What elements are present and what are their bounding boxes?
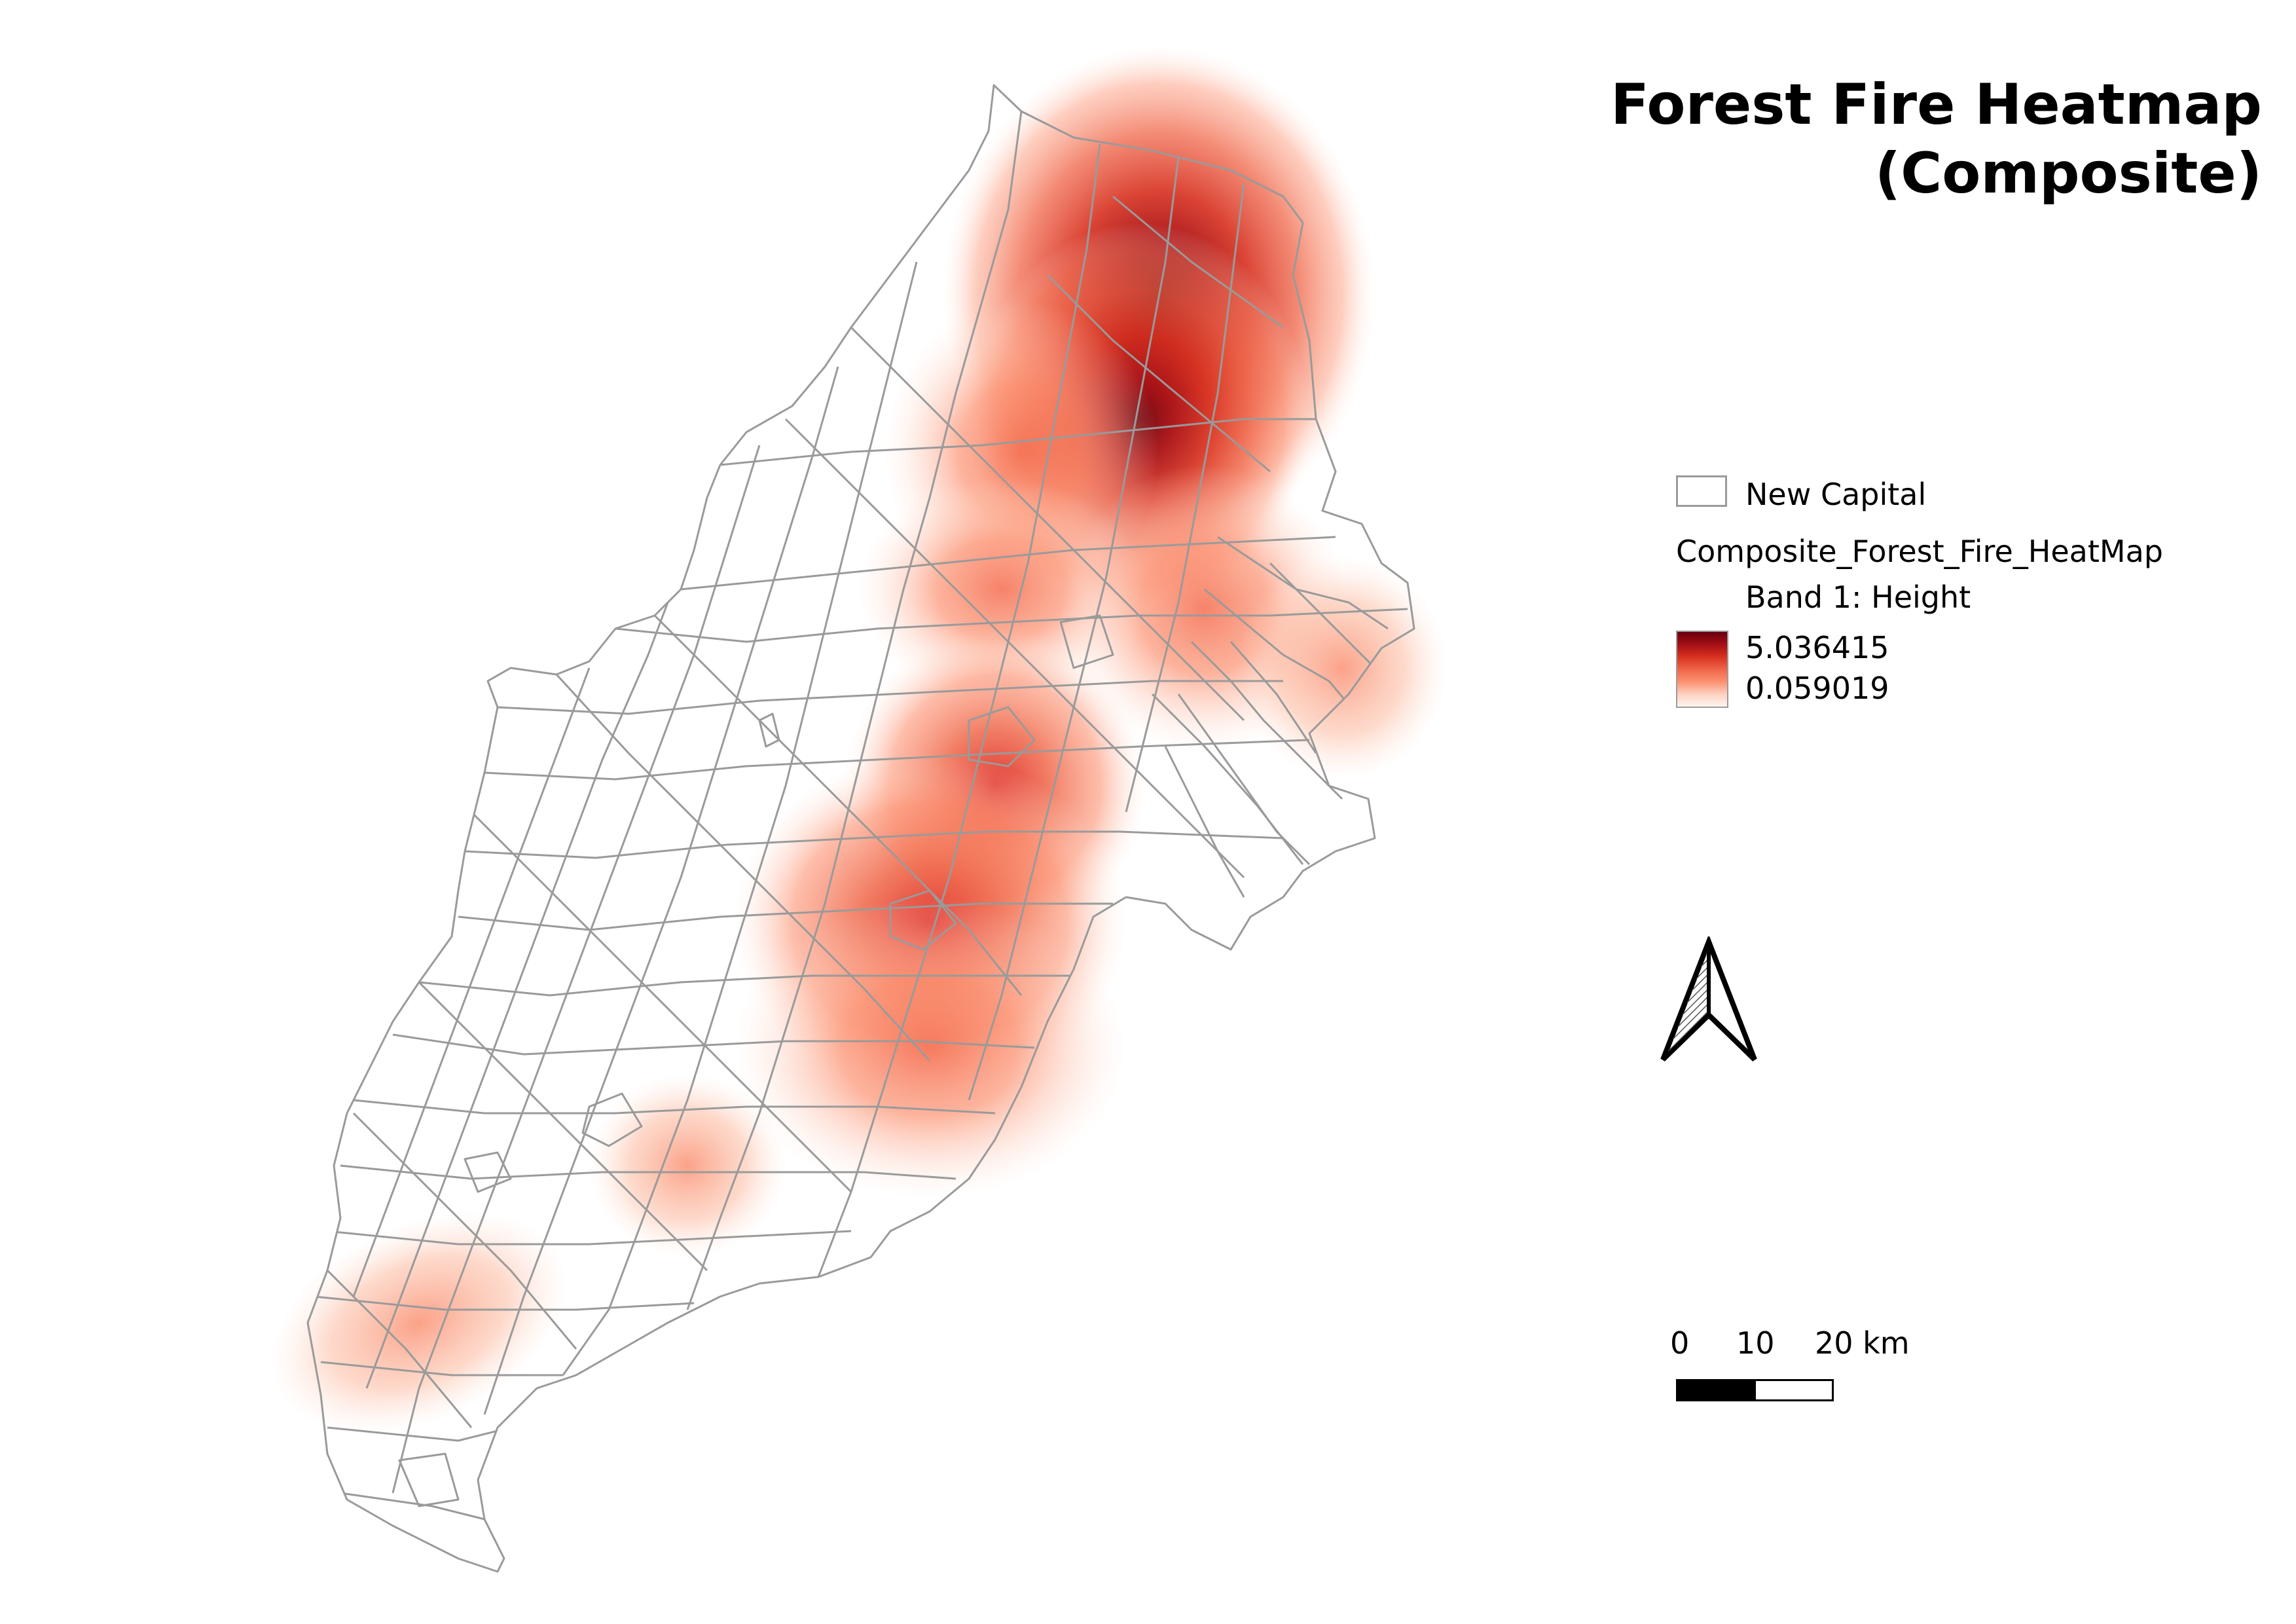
legend-band-label: Band 1: Height	[1745, 580, 1971, 615]
legend-polygon-label: New Capital	[1745, 477, 1927, 512]
legend-raster-label: Composite_Forest_Fire_HeatMap	[1676, 534, 2163, 569]
legend-color-ramp	[1676, 631, 1728, 708]
north-arrow-icon	[1660, 936, 1757, 1061]
legend-polygon-swatch	[1676, 475, 1727, 507]
map-title-line-1: Forest Fire Heatmap	[1611, 72, 2262, 138]
scale-label-20km: 20 km	[1815, 1325, 1910, 1361]
region-outline	[306, 84, 1415, 1573]
heatmap-raster	[270, 46, 1447, 1434]
scale-segment-black	[1676, 1379, 1756, 1401]
new-capital-boundaries	[306, 84, 1415, 1573]
legend-max-value: 5.036415	[1745, 630, 1889, 665]
map-title-line-2: (Composite)	[1874, 141, 2262, 206]
scale-label-10: 10	[1736, 1325, 1775, 1361]
legend-min-value: 0.059019	[1745, 671, 1889, 706]
scale-label-0: 0	[1670, 1325, 1690, 1361]
scale-segment-white	[1754, 1379, 1834, 1401]
